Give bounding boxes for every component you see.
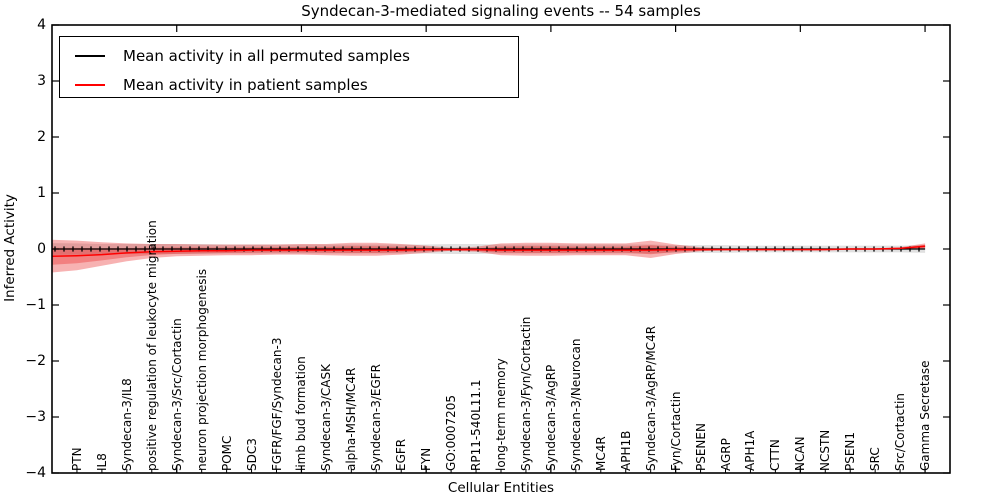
x-category-label: long-term memory <box>494 358 508 471</box>
x-category-label: neuron projection morphogenesis <box>194 268 209 471</box>
x-category-label: FGFR/FGF/Syndecan-3 <box>269 337 284 471</box>
x-category-label: FYN <box>419 447 434 471</box>
y-tick-label: −1 <box>25 297 46 313</box>
y-tick-label: −3 <box>25 409 46 425</box>
x-category-label: Syndecan-3/CASK <box>319 364 334 471</box>
x-category-label: Syndecan-3/Src/Cortactin <box>169 318 184 471</box>
patient-mean-line <box>51 245 926 258</box>
x-category-label: APH1A <box>743 430 758 471</box>
x-category-label: PTN <box>69 447 84 471</box>
x-category-label: CTTN <box>768 439 783 471</box>
x-category-label: MC4R <box>593 436 608 471</box>
x-category-label: Syndecan-3/Fyn/Cortactin <box>518 316 533 471</box>
x-category-label: SDC3 <box>244 438 259 471</box>
x-category-label: APH1B <box>618 430 633 471</box>
x-category-label: RP11-540L11.1 <box>469 379 484 471</box>
x-category-label: positive regulation of leukocyte migrati… <box>144 220 159 471</box>
legend-label: Mean activity in all permuted samples <box>123 47 410 65</box>
x-category-label: Src/Cortactin <box>893 393 908 471</box>
x-category-label: NCSTN <box>818 429 833 471</box>
y-tick-label: 1 <box>37 185 46 201</box>
x-category-label: PSEN1 <box>843 431 858 471</box>
y-tick-label: 3 <box>37 73 46 89</box>
y-tick-label: 0 <box>37 241 46 257</box>
x-category-label: GO:0007205 <box>444 394 459 471</box>
x-category-label: Gamma Secretase <box>918 360 933 471</box>
x-category-label: Fyn/Cortactin <box>668 391 683 471</box>
patient-std-band-outer <box>52 239 926 273</box>
x-category-label: alpha-MSH/MC4R <box>344 367 359 471</box>
legend-entry-permuted: Mean activity in all permuted samples <box>60 44 410 68</box>
x-category-label: Syndecan-3/IL8 <box>119 378 134 471</box>
x-category-label: Syndecan-3/EGFR <box>369 363 384 471</box>
y-tick-label: 2 <box>37 129 46 145</box>
legend-box: Mean activity in all permuted samples Me… <box>59 36 519 98</box>
y-tick-label: −4 <box>25 465 46 481</box>
x-category-label: Syndecan-3/AgRP <box>543 364 558 471</box>
legend-entry-patient: Mean activity in patient samples <box>60 73 368 97</box>
x-category-label: Syndecan-3/Neurocan <box>568 338 583 471</box>
y-tick-label: 4 <box>37 17 46 33</box>
x-axis-label: Cellular Entities <box>447 480 555 496</box>
legend-line-red <box>75 84 105 86</box>
legend-line-black <box>75 55 105 57</box>
x-category-label: NCAN <box>793 436 808 471</box>
y-tick-label: −2 <box>25 353 46 369</box>
x-category-label: limb bud formation <box>294 356 309 471</box>
x-category-label: PSENEN <box>693 423 708 471</box>
legend-label: Mean activity in patient samples <box>123 76 368 94</box>
x-category-label: EGFR <box>394 438 409 471</box>
x-category-label: IL8 <box>94 453 109 471</box>
x-category-label: SRC <box>868 447 883 471</box>
x-category-label: AGRP <box>718 438 733 471</box>
x-category-label: Syndecan-3/AgRP/MC4R <box>643 325 658 471</box>
x-category-label: POMC <box>219 435 234 471</box>
chart-title: Syndecan-3-mediated signaling events -- … <box>301 2 701 20</box>
